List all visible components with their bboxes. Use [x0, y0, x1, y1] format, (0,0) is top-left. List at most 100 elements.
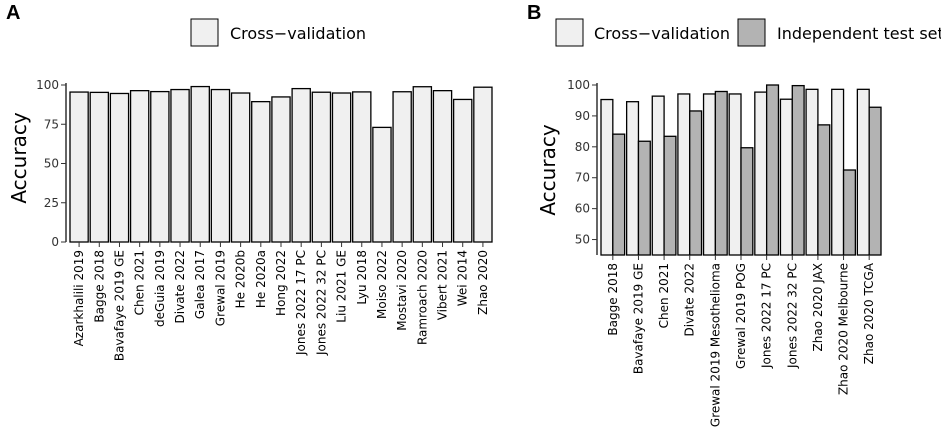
bar-b-s0-1	[625, 101, 640, 256]
bar-a-s0-18	[432, 90, 453, 243]
category-label-a-2: Bavafaye 2019 GE	[112, 250, 126, 361]
legend-b: Cross−validation Independent test set	[555, 18, 941, 47]
category-label-a-11: Jones 2022 17 PC	[294, 250, 308, 356]
category-label-a-1: Bagge 2018	[92, 250, 106, 323]
legend-label-b-test: Independent test set	[777, 24, 941, 43]
bar-b-s0-7	[779, 98, 793, 256]
category-label-a-12: Jones 2022 32 PC	[314, 250, 328, 356]
category-label-a-14: Lyu 2018	[355, 250, 369, 305]
bar-a-s0-9	[251, 100, 271, 243]
legend-swatch-a-cv	[190, 18, 219, 47]
bar-b-s1-10	[868, 106, 882, 256]
bar-b-s1-4	[714, 90, 728, 256]
bar-a-s0-14	[352, 91, 372, 243]
bar-a-s0-13	[331, 92, 352, 243]
bar-a-s0-1	[89, 91, 110, 243]
category-label-a-9: He 2020a	[254, 250, 268, 308]
category-label-b-10: Zhao 2020 TCGA	[862, 262, 876, 364]
legend-swatch-b-test	[737, 18, 766, 47]
category-label-b-7: Jones 2022 32 PC	[785, 263, 799, 369]
y-axis-label-a: Accuracy	[7, 112, 31, 203]
category-label-a-19: Wei 2014	[456, 250, 470, 306]
y-tick-label-b-4: 90	[575, 109, 590, 123]
bar-b-s1-6	[765, 84, 780, 256]
bar-a-s0-10	[271, 96, 291, 243]
category-label-a-8: He 2020b	[234, 250, 248, 308]
chart-b: Bagge 2018 Bavafaye 2019 GE Chen 2021 Divat…	[567, 78, 882, 427]
bar-b-s1-7	[791, 84, 805, 256]
category-label-b-4: Grewal 2019 Mesothelioma	[708, 263, 722, 427]
bar-b-s0-9	[831, 88, 845, 256]
bar-b-s1-8	[817, 124, 831, 256]
category-label-a-6: Galea 2017	[193, 250, 207, 319]
bar-a-s0-20	[473, 86, 493, 243]
category-label-b-8: Zhao 2020 JAX	[811, 263, 825, 351]
chart-a: Azarkhalili 2019 Bagge 2018 Bavafaye 2019 …	[36, 78, 493, 361]
y-tick-label-a-0: 0	[51, 235, 59, 249]
category-label-a-3: Chen 2021	[133, 250, 147, 315]
legend-label-a-cv: Cross−validation	[230, 24, 366, 43]
legend-a: Cross−validation	[190, 18, 366, 47]
y-tick-label-a-2: 50	[44, 157, 59, 171]
y-tick-label-b-0: 50	[575, 233, 590, 247]
bar-a-s0-4	[150, 90, 170, 243]
bar-a-s0-0	[69, 91, 89, 243]
category-label-b-6: Jones 2022 17 PC	[760, 263, 774, 369]
panel-letter-b: B	[527, 2, 541, 24]
bar-b-s1-1	[637, 140, 651, 256]
category-label-a-20: Zhao 2020	[476, 250, 490, 315]
category-label-a-7: Grewal 2019	[213, 250, 227, 326]
bar-b-s0-4	[702, 93, 717, 256]
category-label-b-9: Zhao 2020 Melbourne	[837, 263, 851, 395]
bar-a-s0-8	[230, 92, 251, 243]
bar-a-s0-7	[210, 88, 231, 243]
bar-a-s0-12	[311, 91, 332, 243]
category-label-b-2: Chen 2021	[657, 263, 671, 328]
bar-b-s1-2	[663, 135, 677, 256]
bar-a-s0-6	[190, 85, 210, 243]
y-tick-label-b-3: 80	[575, 140, 590, 154]
bar-a-s0-17	[412, 86, 433, 243]
bar-b-s0-0	[600, 98, 614, 256]
y-axis-label-b: Accuracy	[536, 124, 560, 215]
y-tick-label-a-4: 100	[36, 78, 59, 92]
legend-swatch-b-cv	[555, 18, 584, 47]
bar-a-s0-11	[291, 87, 311, 243]
category-label-a-0: Azarkhalili 2019	[72, 250, 86, 346]
bar-b-s1-5	[740, 147, 754, 256]
y-tick-label-a-1: 25	[44, 196, 59, 210]
category-label-a-5: Divate 2022	[173, 250, 187, 323]
bar-b-s0-6	[754, 91, 768, 256]
y-tick-label-b-2: 70	[575, 171, 590, 185]
bar-b-s0-8	[805, 88, 819, 256]
panel-letter-a: A	[6, 2, 20, 24]
category-label-a-15: Moiso 2022	[375, 250, 389, 319]
category-label-a-4: deGuia 2019	[153, 250, 167, 327]
bar-b-s0-10	[856, 88, 870, 256]
bar-a-s0-15	[372, 126, 392, 243]
bar-a-s0-16	[392, 91, 412, 243]
bar-a-s0-5	[170, 88, 190, 243]
y-tick-label-a-3: 75	[44, 117, 59, 131]
y-tick-label-b-5: 100	[567, 78, 590, 92]
legend-label-b-cv: Cross−validation	[594, 24, 730, 43]
category-label-a-18: Vibert 2021	[436, 250, 450, 320]
bar-b-s1-9	[842, 169, 857, 256]
bar-a-s0-3	[129, 90, 150, 243]
bar-b-s1-0	[612, 133, 626, 256]
category-label-a-16: Mostavi 2020	[395, 250, 409, 331]
category-label-a-10: Hong 2022	[274, 250, 288, 316]
bar-a-s0-2	[109, 92, 130, 243]
category-label-b-0: Bagge 2018	[606, 263, 620, 336]
bar-b-s0-5	[728, 93, 742, 256]
bar-b-s0-2	[651, 95, 665, 256]
category-label-b-5: Grewal 2019 POG	[734, 263, 748, 369]
category-label-a-17: Ramroach 2020	[415, 250, 429, 345]
category-label-a-13: Liu 2021 GE	[335, 250, 349, 323]
category-label-b-3: Divate 2022	[683, 263, 697, 336]
bar-b-s0-3	[677, 93, 691, 256]
bar-b-s1-3	[689, 110, 703, 256]
category-label-b-1: Bavafaye 2019 GE	[631, 263, 645, 374]
y-tick-label-b-1: 60	[575, 202, 590, 216]
